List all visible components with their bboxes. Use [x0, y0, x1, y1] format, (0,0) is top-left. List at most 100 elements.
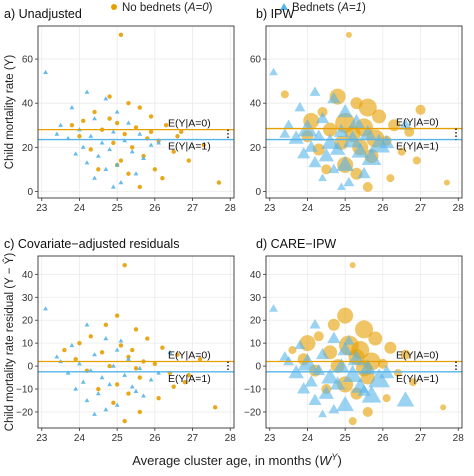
point-bednets — [148, 377, 154, 382]
point-no-bednets — [99, 350, 105, 355]
y-tick-label: 0 — [27, 362, 33, 373]
point-bednets — [283, 119, 295, 129]
point-bednets — [129, 149, 135, 154]
mean-line-label: E(Y|A=0) — [168, 349, 211, 361]
point-no-bednets — [175, 134, 180, 139]
point-no-bednets — [400, 349, 411, 360]
points-layer — [43, 32, 222, 190]
x-tick-label: 26 — [149, 433, 161, 444]
y-tick-label: −20 — [16, 407, 33, 418]
legend-circle-marker — [111, 4, 117, 10]
point-bednets — [327, 331, 341, 344]
point-bednets — [378, 134, 395, 149]
point-bednets — [110, 184, 116, 189]
point-no-bednets — [362, 406, 373, 417]
y-tick-label: 30 — [22, 293, 34, 304]
point-bednets — [328, 403, 340, 414]
point-bednets — [304, 140, 318, 152]
point-bednets — [129, 384, 135, 389]
point-bednets — [337, 341, 353, 356]
point-bednets — [357, 384, 371, 396]
point-no-bednets — [103, 322, 109, 327]
point-bednets — [73, 386, 79, 391]
point-no-bednets — [111, 400, 116, 405]
point-bednets — [118, 180, 124, 185]
x-tick-label: 24 — [74, 203, 86, 214]
legend-label: Bednets (A=1) — [292, 2, 366, 14]
point-bednets — [69, 342, 75, 348]
point-no-bednets — [122, 262, 127, 268]
x-tick-label: 26 — [377, 203, 389, 214]
point-bednets — [318, 409, 327, 418]
point-bednets — [103, 166, 109, 171]
point-no-bednets — [118, 158, 124, 163]
legend-label: No bednets (A=0) — [122, 2, 213, 14]
point-bednets — [156, 140, 162, 145]
point-no-bednets — [345, 31, 352, 38]
point-bednets — [80, 144, 86, 149]
panel-border — [265, 255, 463, 429]
point-no-bednets — [212, 405, 218, 410]
point-no-bednets — [130, 347, 135, 353]
point-no-bednets — [163, 123, 169, 128]
point-bednets — [336, 155, 354, 171]
point-bednets — [58, 122, 64, 127]
point-bednets — [88, 133, 94, 138]
point-no-bednets — [107, 363, 112, 369]
point-no-bednets — [62, 347, 67, 353]
point-bednets — [321, 368, 339, 384]
x-tick-label: 27 — [415, 203, 427, 214]
mean-line-label: E(Y|A=0) — [396, 349, 439, 361]
point-no-bednets — [355, 320, 373, 339]
point-no-bednets — [96, 167, 101, 172]
point-bednets — [118, 338, 124, 343]
point-no-bednets — [288, 346, 297, 355]
point-no-bednets — [201, 142, 207, 148]
point-no-bednets — [372, 109, 387, 124]
panel-title: d) CARE−IPW — [256, 237, 336, 251]
point-bednets — [92, 175, 97, 180]
point-bednets — [133, 171, 139, 176]
point-no-bednets — [313, 331, 324, 342]
shared-x-axis-label: Average cluster age, in months (WY) — [132, 452, 342, 468]
y-tick-label: 20 — [250, 316, 262, 327]
point-bednets — [114, 109, 120, 114]
y-tick-label: 20 — [22, 143, 34, 154]
x-tick-label: 28 — [453, 433, 465, 444]
panel-title: b) IPW — [256, 7, 294, 21]
y-tick-label: 60 — [250, 55, 262, 66]
point-bednets — [107, 381, 113, 387]
point-no-bednets — [126, 391, 131, 396]
point-no-bednets — [348, 417, 357, 426]
point-no-bednets — [114, 313, 120, 318]
panel: a) Unadjusted E(Y|A=0) E(Y|A=1) 23 24 25 26 27 2… — [4, 7, 236, 214]
point-no-bednets — [114, 120, 120, 126]
point-no-bednets — [171, 384, 176, 389]
x-tick-label: 25 — [112, 203, 124, 214]
point-bednets — [43, 69, 48, 74]
point-bednets — [337, 103, 353, 118]
point-bednets — [114, 347, 120, 352]
point-bednets — [304, 375, 318, 387]
point-no-bednets — [156, 395, 161, 401]
point-bednets — [328, 163, 340, 174]
point-bednets — [333, 123, 350, 138]
legend-triangle-marker — [280, 3, 288, 10]
y-tick-label: 20 — [250, 143, 262, 154]
point-bednets — [308, 393, 322, 405]
panel-border — [37, 255, 235, 429]
y-tick-label: −10 — [16, 385, 33, 396]
point-no-bednets — [73, 357, 78, 362]
point-bednets — [396, 391, 415, 407]
panel-border — [265, 25, 463, 199]
point-bednets — [269, 304, 278, 312]
point-no-bednets — [384, 341, 397, 354]
point-no-bednets — [386, 174, 395, 183]
point-bednets — [126, 356, 131, 361]
point-no-bednets — [440, 404, 447, 411]
y-tick-label: 40 — [22, 270, 34, 281]
point-bednets — [308, 155, 322, 168]
point-no-bednets — [186, 158, 191, 163]
point-bednets — [103, 336, 109, 341]
